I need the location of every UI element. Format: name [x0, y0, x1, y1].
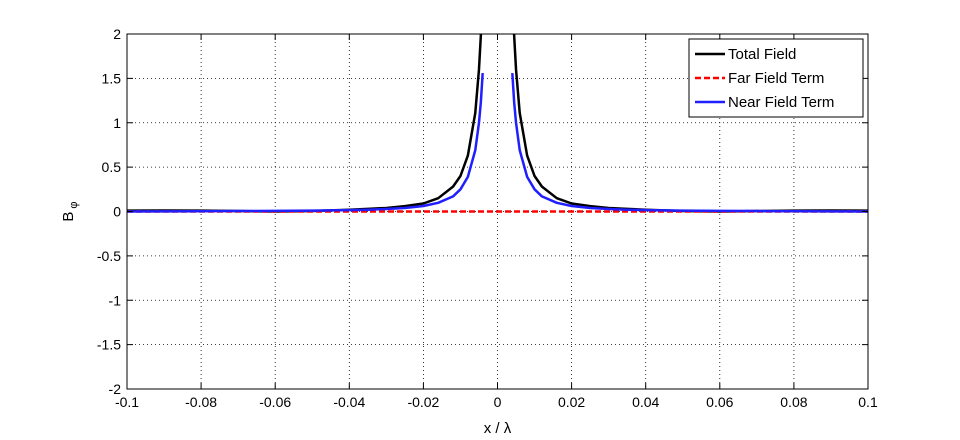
legend: Total Field Far Field Term Near Field Term: [688, 38, 864, 118]
y-tick-label: -1.5: [97, 337, 121, 353]
x-tick-label: 0.1: [858, 394, 878, 410]
x-tick-label: -0.06: [259, 394, 291, 410]
x-tick-label: 0: [494, 394, 502, 410]
y-tick-label: 0.5: [102, 159, 122, 175]
y-tick-label: -0.5: [97, 248, 121, 264]
y-axis-label: Bφ: [60, 201, 80, 221]
y-tick-label: -2: [109, 381, 122, 397]
series-line-near-field-term: [127, 72, 484, 213]
y-tick-label: -1: [109, 292, 122, 308]
series-line-near-field-term: [511, 72, 868, 213]
y-tick-label: 1.5: [102, 70, 122, 86]
y-tick-label: 2: [113, 26, 121, 42]
x-tick-label: 0.04: [632, 394, 659, 410]
legend-label: Total Field: [728, 46, 796, 63]
x-tick-label: 0.08: [780, 394, 807, 410]
ticks: -0.1 -0.08 -0.06 -0.04 -0.02 0 0.02 0.04 0.06 0.0…: [97, 26, 878, 410]
x-tick-label: -0.1: [115, 394, 139, 410]
x-tick-label: -0.08: [185, 394, 217, 410]
x-axis-label: x / λ: [484, 420, 512, 437]
y-tick-label: 0: [113, 204, 121, 220]
x-tick-label: 0.06: [706, 394, 733, 410]
series-layer: [127, 34, 868, 213]
y-tick-label: 1: [113, 115, 121, 131]
y-axis-label-main: B: [60, 212, 77, 222]
legend-label: Near Field Term: [728, 94, 834, 111]
x-tick-label: -0.02: [407, 394, 439, 410]
x-tick-label: -0.04: [333, 394, 365, 410]
y-axis-label-sub: φ: [68, 201, 80, 208]
legend-label: Far Field Term: [728, 70, 824, 87]
x-tick-label: 0.02: [558, 394, 585, 410]
